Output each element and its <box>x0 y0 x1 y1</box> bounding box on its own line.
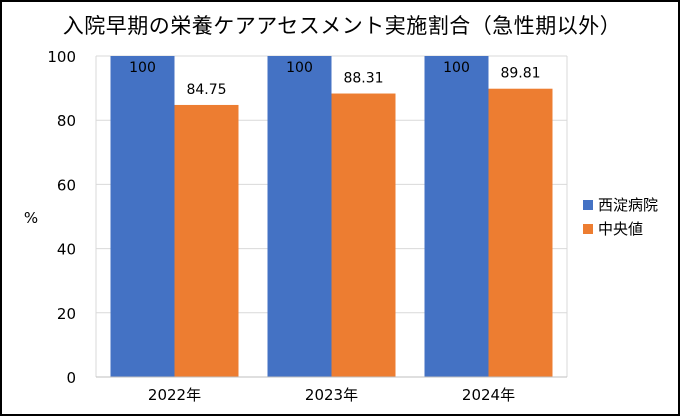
y-tick-label: 0 <box>66 369 76 387</box>
bar-nishiyodo <box>424 56 489 377</box>
bar-nishiyodo <box>267 56 332 377</box>
y-axis-label: % <box>24 209 38 227</box>
y-tick-label: 100 <box>47 48 76 66</box>
legend-swatch <box>583 224 593 234</box>
x-tick-label: 2024年 <box>462 386 515 404</box>
data-label: 100 <box>286 60 313 76</box>
bar-median <box>488 88 553 377</box>
y-tick-label: 40 <box>57 241 76 259</box>
bar-nishiyodo <box>110 56 175 377</box>
data-label: 88.31 <box>343 71 383 87</box>
bar-median <box>331 93 396 377</box>
y-tick-label: 60 <box>57 176 76 194</box>
x-tick-label: 2022年 <box>148 386 201 404</box>
data-label: 100 <box>129 60 156 76</box>
legend-label: 西淀病院 <box>598 196 658 214</box>
y-tick-label: 20 <box>57 305 76 323</box>
legend-label: 中央値 <box>598 220 643 238</box>
data-label: 84.75 <box>186 82 226 98</box>
data-label: 100 <box>443 60 470 76</box>
y-tick-label: 80 <box>57 112 76 130</box>
legend-swatch <box>583 200 593 210</box>
bar-median <box>174 104 239 377</box>
chart-title: 入院早期の栄養ケアアセスメント実施割合（急性期以外） <box>62 14 622 38</box>
data-label: 89.81 <box>500 66 540 82</box>
x-tick-label: 2023年 <box>305 386 358 404</box>
